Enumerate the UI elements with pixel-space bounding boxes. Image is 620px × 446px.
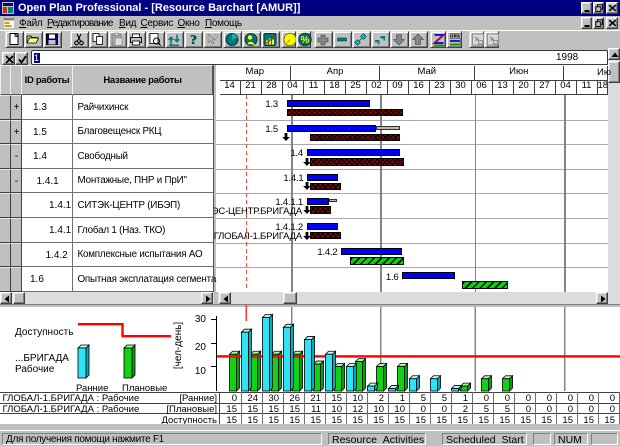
svg-text:?: ? xyxy=(213,33,219,43)
svg-text:0123: 0123 xyxy=(449,34,461,40)
svg-text:?: ? xyxy=(190,32,197,47)
svg-text:%: % xyxy=(301,35,310,46)
svg-text:?: ? xyxy=(191,33,198,48)
